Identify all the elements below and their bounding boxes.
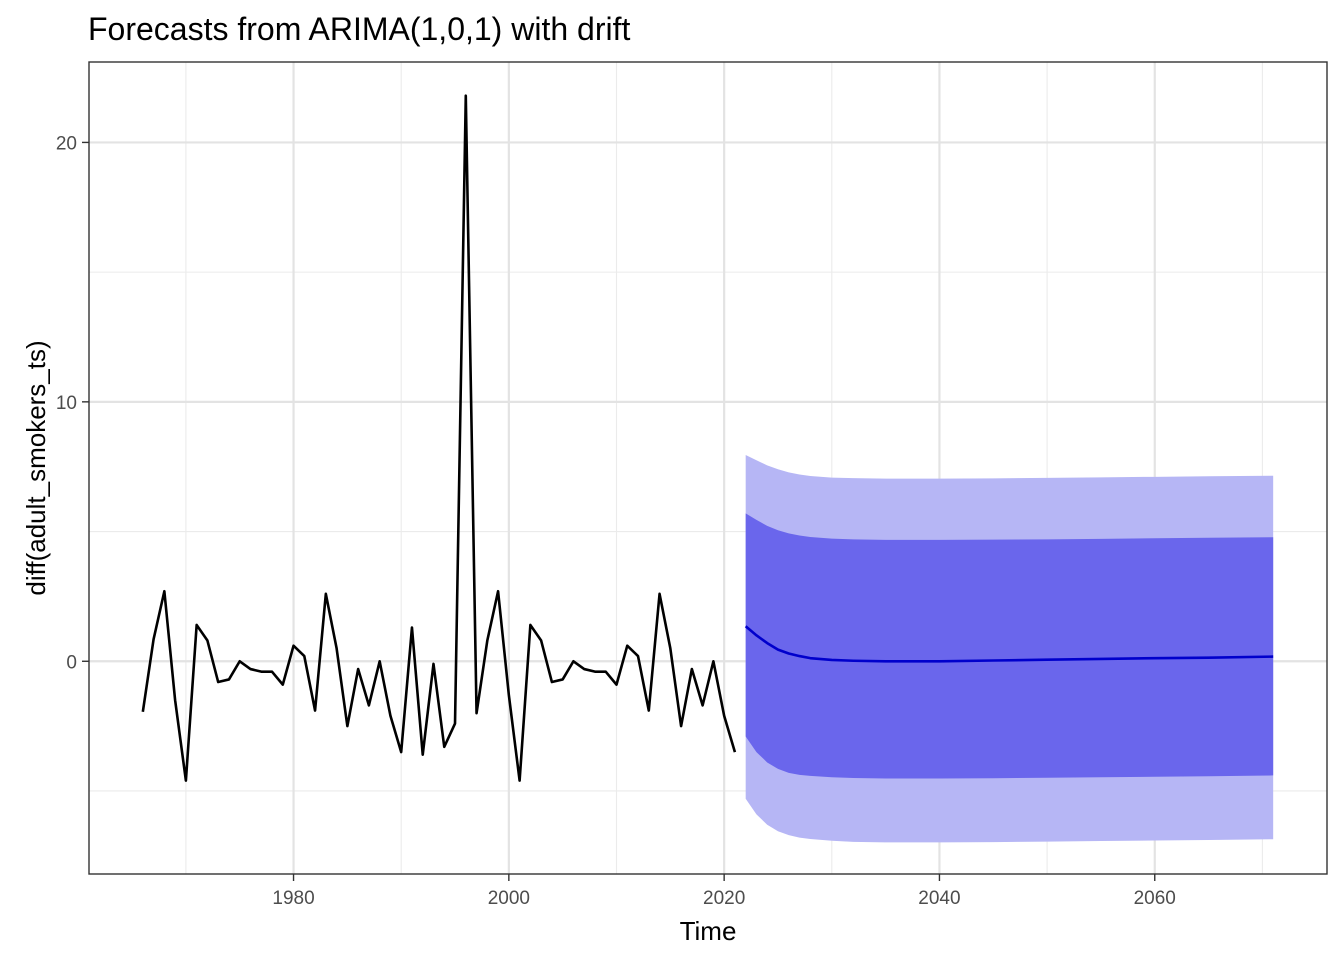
y-tick-label: 10: [56, 393, 77, 414]
series-lines: [141, 94, 1274, 782]
x-tick-label: 2000: [488, 888, 530, 909]
y-tick-label: 20: [56, 133, 77, 154]
80-percent-band: [745, 513, 1274, 779]
y-axis: 0 10 20: [56, 133, 89, 673]
x-tick-label: 2040: [918, 888, 960, 909]
forecast-mean-line: [744, 625, 1274, 663]
y-axis-title: diff(adult_smokers_ts): [21, 340, 51, 595]
x-axis: 1980 2000 2020 2040 2060: [272, 874, 1176, 909]
y-tick-label: 0: [66, 652, 77, 673]
x-axis-title: Time: [680, 916, 737, 946]
x-tick-label: 1980: [272, 888, 314, 909]
major-gridlines: [89, 62, 1327, 874]
x-tick-label: 2020: [703, 888, 745, 909]
x-tick-label: 2060: [1134, 888, 1176, 909]
observed-line: [141, 94, 737, 782]
plot-border: [88, 61, 1328, 875]
chart-title: Forecasts from ARIMA(1,0,1) with drift: [88, 11, 630, 47]
forecast-intervals: [745, 455, 1274, 843]
